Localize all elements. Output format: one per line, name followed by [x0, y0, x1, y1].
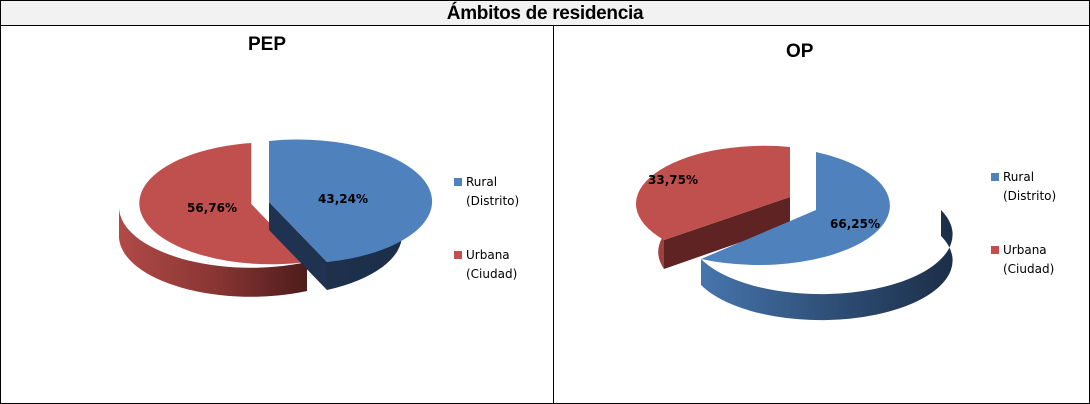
- panel-divider: [553, 26, 554, 403]
- pep-legend-urbana: Urbana (Ciudad): [454, 246, 519, 284]
- main-title: Ámbitos de residencia: [446, 3, 644, 24]
- pep-panel: PEP: [1, 26, 553, 403]
- pep-chart-title: PEP: [248, 34, 287, 55]
- pep-slice-rural: [269, 139, 433, 290]
- title-bar: Ámbitos de residencia: [1, 1, 1089, 26]
- legend-label: (Ciudad): [1003, 262, 1055, 276]
- legend-label: Urbana: [1003, 243, 1047, 257]
- op-legend-rural: Rural (Distrito): [991, 168, 1056, 206]
- urbana-swatch-icon: [454, 251, 462, 259]
- op-slice-rural: [701, 152, 953, 321]
- op-slice-urbana: [635, 145, 790, 269]
- op-label-rural: 66,25%: [830, 217, 880, 231]
- legend-label: Rural: [466, 175, 498, 189]
- rural-swatch-icon: [991, 173, 999, 181]
- pep-pie-chart: 56,76% 43,24%: [119, 139, 433, 297]
- op-legend-urbana: Urbana (Ciudad): [991, 241, 1056, 279]
- pep-legend-rural: Rural (Distrito): [454, 173, 519, 211]
- op-pie-chart: 33,75% 66,25%: [635, 145, 953, 321]
- pep-legend: Rural (Distrito) Urbana (Ciudad): [454, 173, 519, 284]
- rural-swatch-icon: [454, 178, 462, 186]
- pep-label-rural: 43,24%: [318, 192, 368, 206]
- urbana-swatch-icon: [991, 246, 999, 254]
- legend-label: (Distrito): [466, 194, 520, 208]
- legend-label: Urbana: [466, 248, 510, 262]
- pep-label-urbana: 56,76%: [187, 201, 237, 215]
- legend-label: (Distrito): [1003, 189, 1057, 203]
- op-legend: Rural (Distrito) Urbana (Ciudad): [991, 168, 1056, 279]
- op-chart-title: OP: [786, 41, 814, 62]
- legend-label: (Ciudad): [466, 267, 518, 281]
- op-panel: OP 33,75% 66,25%: [554, 26, 1089, 403]
- legend-label: Rural: [1003, 170, 1035, 184]
- op-label-urbana: 33,75%: [648, 173, 698, 187]
